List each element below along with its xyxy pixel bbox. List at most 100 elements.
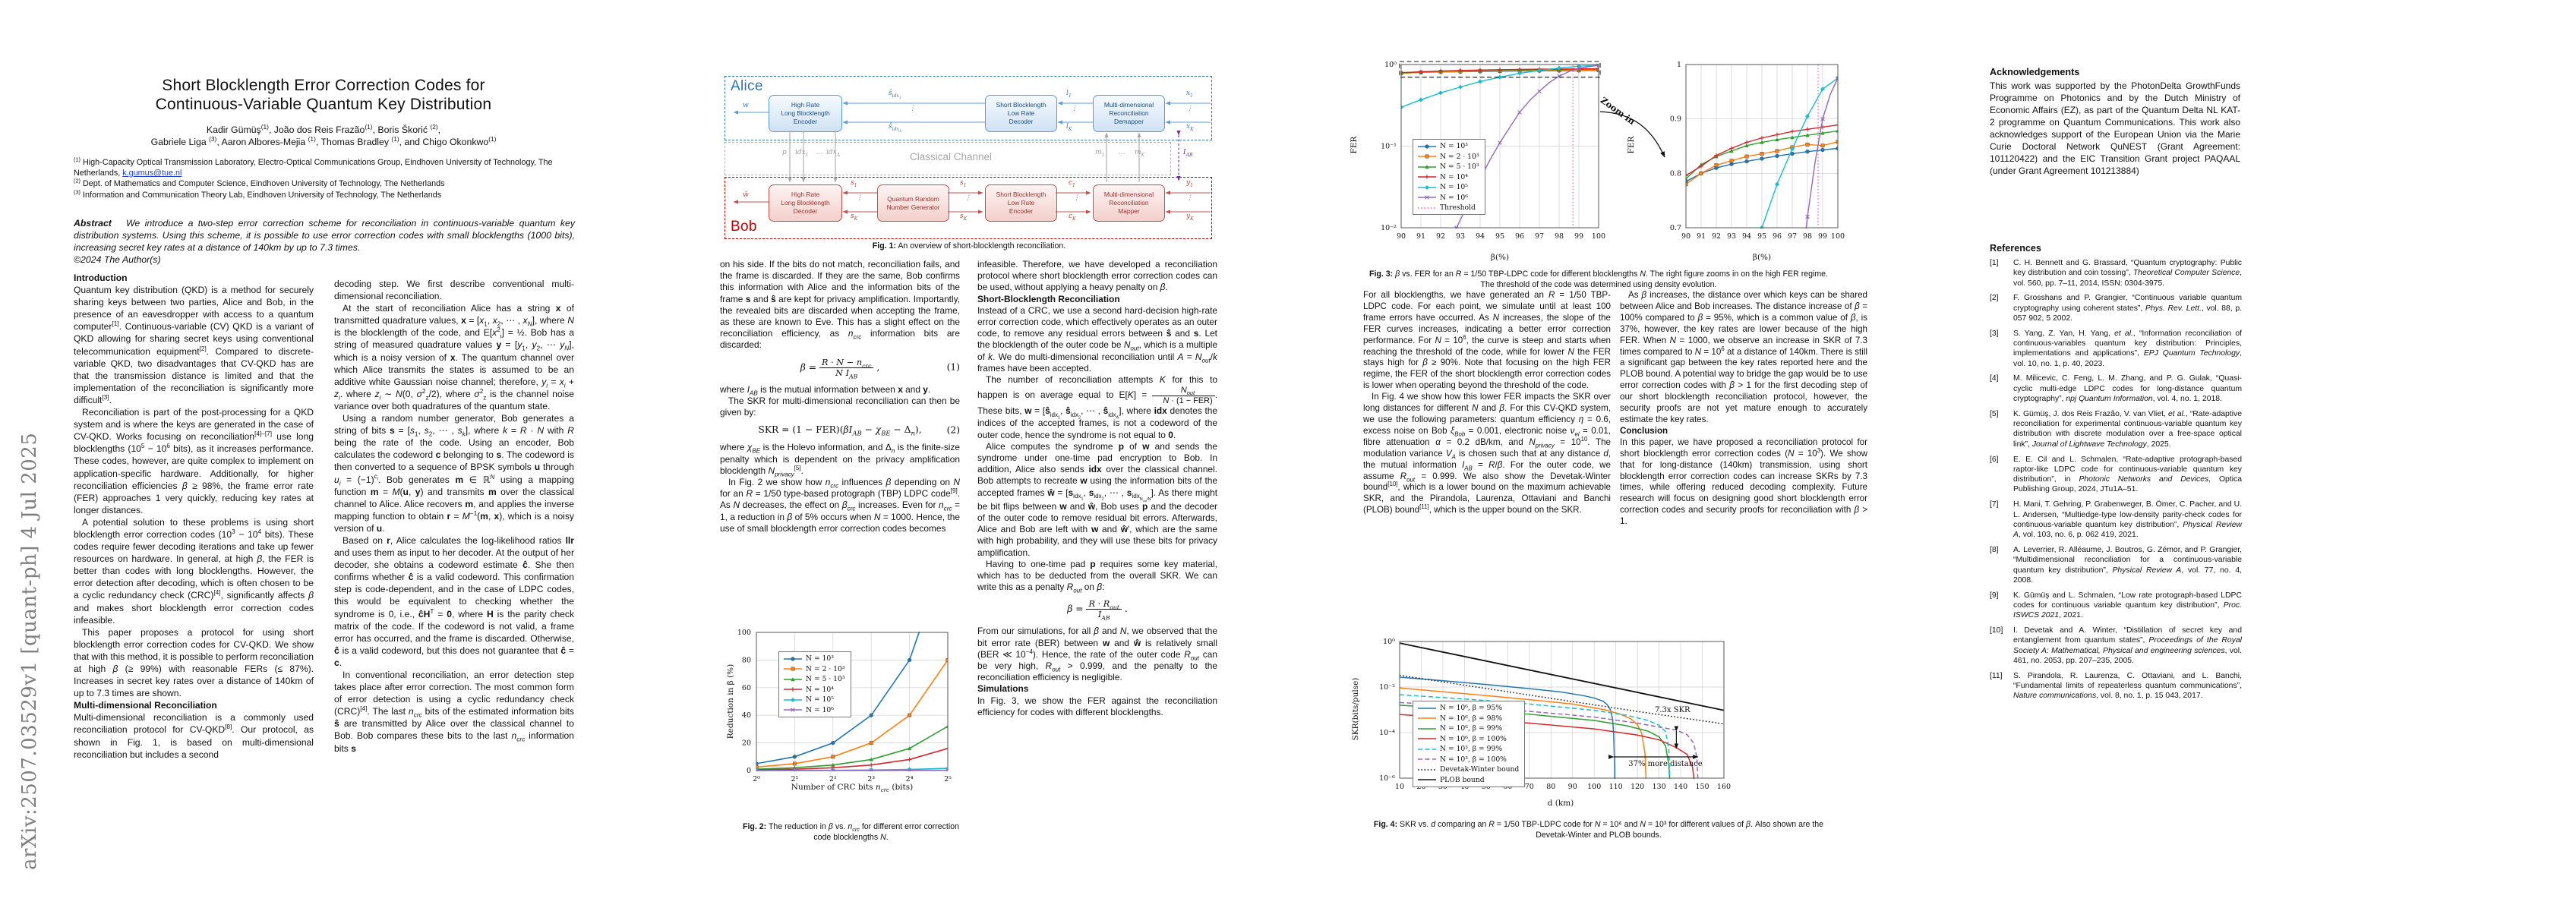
svg-text:91: 91 xyxy=(1697,232,1706,241)
svg-text:92: 92 xyxy=(1436,232,1445,241)
fig2-plot: 0 20 40 60 80 100 2⁰ 2¹ 2² 2³ 2⁴ 2⁵ xyxy=(737,629,952,783)
svg-text:40: 40 xyxy=(742,711,751,720)
legend-item: N = 10⁶, β = 100% xyxy=(1418,734,1507,743)
svg-text:97: 97 xyxy=(1788,232,1797,241)
text-column-2: decoding step. We first describe convent… xyxy=(334,278,574,755)
paragraph: where χBE is the Holevo information, and… xyxy=(720,442,960,478)
svg-text:0: 0 xyxy=(747,767,751,775)
equation: β = R · N − ncrc N IAB , (1) xyxy=(800,357,960,380)
signal-label-m1: m1 xyxy=(1095,149,1105,158)
reference-item: [4] M. Milicevic, C. Feng, L. M. Zhang, a… xyxy=(1990,374,2242,404)
signal-label-xK: xK xyxy=(1186,123,1194,132)
paragraph: For all blocklengths, we have generated … xyxy=(1363,290,1611,391)
series-PLOB bound xyxy=(1400,642,1724,711)
reference-item: [7] H. Mani, T. Gehring, P. Grabenweger, … xyxy=(1990,500,2242,540)
svg-text:20: 20 xyxy=(1416,783,1425,791)
paragraph: The number of reconciliation attempts K … xyxy=(977,374,1217,440)
acknowledgements-text: This work was supported by the PhotonDel… xyxy=(1990,80,2240,176)
section-heading: Introduction xyxy=(74,273,128,283)
svg-text:80: 80 xyxy=(742,656,751,664)
paragraph: This paper proposes a protocol for using… xyxy=(74,626,314,699)
block-short-blocklength-encoder: Short Blocklength Low Rate Encoder xyxy=(985,184,1057,222)
paragraph: where IAB is the mutual information betw… xyxy=(720,383,931,396)
reference-item: [8] A. Leverrier, R. Alléaume, J. Boutros… xyxy=(1990,545,2242,585)
block-high-rate-decoder: High Rate Long Blocklength Decoder xyxy=(769,184,842,222)
svg-text:2³: 2³ xyxy=(867,775,875,783)
signal-label-mK: mK xyxy=(1135,149,1145,158)
svg-text:130: 130 xyxy=(1653,783,1666,791)
email-link[interactable]: k.gumus@tue.nl xyxy=(122,169,182,178)
reference-item: [6] E. E. Cil and L. Schmalen, “Rate-adap… xyxy=(1990,455,2242,494)
references-list: [1] C. H. Bennett and G. Brassard, “Quant… xyxy=(1990,258,2242,701)
classical-channel-region xyxy=(724,142,1171,175)
fig3-right-ylabel: FER xyxy=(1627,136,1636,154)
svg-text:98: 98 xyxy=(1803,232,1812,241)
annotation-more-distance: 37% more distance xyxy=(1628,760,1703,768)
series-N = 10⁴ xyxy=(1401,66,1599,75)
reference-item: [5] K. Gümüş, J. dos Reis Frazão, V. van … xyxy=(1990,409,2242,449)
signal-label-IAB: IAB xyxy=(1183,149,1193,158)
text-column-3: on his side. If the bits do not match, r… xyxy=(720,259,960,534)
svg-text:97: 97 xyxy=(1535,232,1544,241)
paragraph: From our simulations, for all β and N, w… xyxy=(977,626,1218,683)
svg-text:110: 110 xyxy=(1609,783,1623,791)
svg-text:10⁻⁴: 10⁻⁴ xyxy=(1379,729,1395,737)
equation: β = R · Rout IAB . xyxy=(1067,599,1128,622)
block-md-reconciliation-demapper: Multi-dimensional Reconciliation Demapper xyxy=(1093,95,1165,132)
fig2-xlabel: Number of CRC bits ncrc (bits) xyxy=(791,783,914,794)
signal-label-cK: cK xyxy=(1069,213,1076,222)
svg-text:0.8: 0.8 xyxy=(1670,169,1681,178)
svg-text:70: 70 xyxy=(1525,783,1534,791)
svg-text:40: 40 xyxy=(1460,783,1469,791)
fig4-ylabel: SKR(bits/pulse) xyxy=(1351,677,1360,741)
series-N = 10⁶ xyxy=(1805,76,1838,229)
svg-text:90: 90 xyxy=(1397,232,1406,241)
alice-label: Alice xyxy=(731,78,763,94)
signal-label-s1: s1 xyxy=(851,179,857,188)
svg-text:120: 120 xyxy=(1631,783,1644,791)
acknowledgements-section: Acknowledgements This work was supported… xyxy=(1990,67,2240,177)
signal-label-idx1: idx1 xyxy=(795,149,809,158)
fig3-legend: N = 10³ N = 2 · 10³ N = 5 · 10³ N = 10⁴ N = … xyxy=(1413,139,1485,215)
signal-label-lK: lK xyxy=(1066,123,1072,132)
svg-text:140: 140 xyxy=(1674,783,1687,791)
legend-item: N = 10³, β = 100% xyxy=(1418,755,1507,764)
block-qrng: Quantum Random Number Generator xyxy=(877,184,949,222)
legend-item: N = 10⁶, β = 98% xyxy=(1418,714,1503,723)
fig2-caption: Fig. 2: The reduction in β vs. ncrc for … xyxy=(743,822,959,842)
svg-text:60: 60 xyxy=(1503,783,1512,791)
svg-text:99: 99 xyxy=(1818,232,1827,241)
paragraph: In conventional reconciliation, an error… xyxy=(334,670,575,754)
acknowledgements-heading: Acknowledgements xyxy=(1990,67,2080,77)
text-column-5: For all blocklengths, we have generated … xyxy=(1363,290,1611,516)
bob-label: Bob xyxy=(731,219,757,235)
svg-text:95: 95 xyxy=(1495,232,1504,241)
legend-item: N = 10⁴ xyxy=(1418,172,1468,181)
signal-label-cdots: ⋯ xyxy=(816,150,822,158)
paragraph: At the start of reconciliation Alice has… xyxy=(334,303,575,411)
section-heading: Multi-dimensional Reconciliation xyxy=(74,700,217,711)
signal-label-what: ŵ xyxy=(743,191,749,199)
series-N = 10⁶ xyxy=(756,768,948,771)
arxiv-watermark: arXiv:2507.03529v1 [quant-ph] 4 Jul 2025 xyxy=(18,432,41,870)
paragraph: Based on r, Alice calculates the log-lik… xyxy=(334,534,574,668)
fig4-caption: Fig. 4: SKR vs. d comparing an R = 1/50 … xyxy=(1373,820,1824,840)
legend-item: Threshold xyxy=(1418,203,1476,212)
legend-item: N = 2 · 10³ xyxy=(783,665,845,673)
svg-text:91: 91 xyxy=(1416,232,1425,241)
paragraph: Reconciliation is part of the post-proce… xyxy=(74,407,314,515)
block-md-reconciliation-mapper: Multi-dimensional Reconciliation Mapper xyxy=(1093,184,1165,222)
legend-item: N = 10⁶, β = 95% xyxy=(1418,704,1503,712)
svg-text:10⁻⁶: 10⁻⁶ xyxy=(1379,774,1395,783)
paragraph: on his side. If the bits do not match, r… xyxy=(720,259,960,351)
signal-label-vdots: ⋮ xyxy=(909,105,916,112)
fig4-xlabel: d (km) xyxy=(1547,799,1574,808)
signal-label-vdots: ⋮ xyxy=(1186,194,1193,202)
series-N = 5 · 10³ xyxy=(756,723,948,771)
signal-label-vdots: ⋮ xyxy=(1073,194,1080,202)
paragraph: In Fig. 3, we show the FER against the r… xyxy=(977,695,1217,717)
abstract: Abstract We introduce a two-step error c… xyxy=(74,218,575,265)
svg-text:100: 100 xyxy=(737,629,751,637)
svg-text:92: 92 xyxy=(1712,232,1721,241)
svg-text:2¹: 2¹ xyxy=(791,775,798,783)
